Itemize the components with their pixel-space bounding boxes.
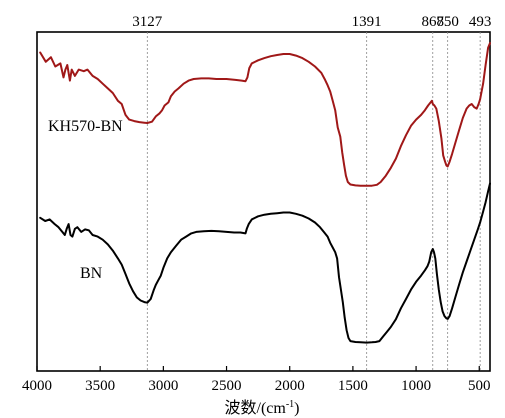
x-axis-ticks (36, 366, 480, 371)
peak-label-750: 750 (436, 14, 459, 30)
series-label-kh570-bn: KH570-BN (48, 118, 123, 135)
x-tick-label-3000: 3000 (148, 378, 178, 394)
x-axis-title-close: ) (294, 400, 299, 417)
x-axis-title-main: 波数/(cm (225, 399, 287, 417)
x-axis-title: 波数/(cm-1) (225, 399, 300, 417)
peak-label-868: 868 (422, 14, 445, 30)
reference-lines (146, 32, 481, 371)
peak-label-3127: 3127 (132, 14, 163, 30)
x-tick-label-4000: 4000 (22, 378, 52, 394)
plot-frame (36, 31, 491, 372)
series-line-kh570-bn (39, 42, 491, 187)
x-tick-label-500: 500 (468, 378, 491, 394)
x-tick-label-3500: 3500 (85, 378, 115, 394)
x-axis-tick-labels: 4000 3500 3000 2500 2000 1500 1000 500 (22, 378, 491, 394)
peak-label-1391: 1391 (352, 14, 382, 30)
peak-label-493: 493 (469, 14, 492, 30)
x-tick-label-1500: 1500 (338, 378, 368, 394)
series-label-bn: BN (80, 265, 103, 282)
x-tick-label-1000: 1000 (401, 378, 431, 394)
series-line-bn (39, 182, 491, 344)
x-tick-label-2000: 2000 (275, 378, 305, 394)
x-tick-label-2500: 2500 (212, 378, 242, 394)
x-axis-title-superscript: -1 (286, 399, 294, 410)
series-lines (39, 42, 491, 344)
